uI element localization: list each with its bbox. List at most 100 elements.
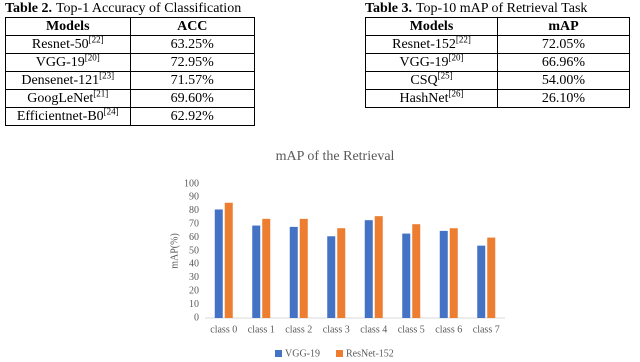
row: HashNet[26] 26.10%: [365, 87, 630, 108]
header-row: Models ACC: [5, 17, 255, 36]
reference: [25]: [437, 69, 453, 80]
bar: [289, 226, 298, 318]
value-cell: 66.96%: [497, 53, 630, 72]
legend-swatch: [336, 350, 343, 357]
bar: [299, 218, 308, 318]
bar: [477, 245, 486, 318]
value-cell: 62.92%: [129, 107, 255, 126]
chart-title: mAP of the Retrieval: [276, 149, 395, 164]
y-tick-label: 10: [189, 299, 199, 310]
bar: [439, 230, 448, 318]
bar: [252, 225, 261, 318]
y-axis-label: mAP(%): [169, 233, 180, 269]
header-cell: Models: [5, 17, 131, 36]
reference: [24]: [103, 105, 119, 116]
model-cell: VGG-19[20]: [365, 51, 498, 72]
bar: [402, 233, 411, 318]
legend-label: VGG-19: [285, 348, 320, 359]
row: CSQ[25] 54.00%: [365, 69, 630, 90]
caption-label: Table 3.: [365, 1, 412, 16]
row: Resnet-50[22] 63.25%: [5, 33, 255, 54]
header-row: Models mAP: [365, 17, 630, 36]
x-tick-label: class 4: [360, 324, 387, 335]
value-cell: 71.57%: [129, 71, 255, 90]
bar: [327, 236, 336, 318]
x-tick-label: class 6: [435, 324, 462, 335]
y-tick-label: 30: [189, 272, 199, 283]
bar: [487, 237, 496, 318]
row: VGG-19[20] 72.95%: [5, 51, 255, 72]
x-tick-label: class 7: [473, 324, 500, 335]
bar: [224, 202, 233, 318]
row: VGG-19[20] 66.96%: [365, 51, 630, 72]
model-name: HashNet: [399, 90, 449, 106]
table-2: Table 2. Top-1 Accuracy of Classification…: [5, 0, 255, 126]
y-tick-label: 50: [189, 245, 199, 256]
row: Resnet-152[22] 72.05%: [365, 34, 630, 54]
model-name: VGG-19: [399, 54, 449, 70]
model-name: Resnet-50: [31, 36, 89, 52]
reference: [22]: [88, 33, 104, 44]
legend-swatch: [275, 350, 282, 357]
bar: [214, 209, 223, 318]
value-cell: 63.25%: [129, 35, 255, 54]
model-cell: CSQ[25]: [365, 69, 498, 90]
table-3: Table 3. Top-10 mAP of Retrieval Task Mode…: [365, 0, 630, 108]
table: Models mAP Resnet-152[22] 72.05% VGG-19[20] 6…: [365, 17, 630, 108]
model-cell: Efficientnet-B0[24]: [5, 105, 131, 126]
header-cell: ACC: [129, 17, 255, 36]
value-cell: 72.05%: [497, 35, 630, 54]
caption-text: Top-1 Accuracy of Classification: [55, 1, 242, 16]
model-cell: HashNet[26]: [365, 87, 498, 108]
row: Efficientnet-B0[24] 62.92%: [5, 105, 255, 126]
model-cell: GoogLeNet[21]: [5, 87, 131, 108]
x-tick-label: class 3: [323, 324, 350, 335]
y-tick-label: 60: [189, 232, 199, 243]
caption-text: Top-10 mAP of Retrieval Task: [415, 1, 588, 16]
model-name: Resnet-152: [392, 36, 456, 52]
bar: [449, 228, 458, 318]
bar: [262, 218, 271, 318]
y-tick-label: 90: [189, 192, 199, 203]
model-cell: VGG-19[20]: [5, 51, 131, 72]
y-tick-label: 40: [189, 259, 199, 270]
x-tick-label: class 5: [398, 324, 425, 335]
bar: [337, 228, 346, 318]
reference: [26]: [448, 87, 464, 98]
y-tick-label: 0: [194, 312, 199, 323]
header-cell: Models: [365, 17, 498, 36]
value-cell: 26.10%: [497, 89, 630, 108]
y-tick-label: 100: [184, 178, 199, 189]
model-cell: Resnet-50[22]: [5, 33, 131, 54]
y-tick-label: 70: [189, 218, 199, 229]
model-name: VGG-19: [35, 54, 85, 70]
header-cell: mAP: [497, 17, 630, 36]
x-tick-label: class 1: [248, 324, 275, 335]
value-cell: 54.00%: [497, 71, 630, 90]
model-name: CSQ: [410, 72, 438, 88]
bar: [412, 224, 421, 318]
model-name: Densenet-121: [21, 72, 100, 88]
row: Densenet-121[23] 71.57%: [5, 69, 255, 90]
caption: Table 3. Top-10 mAP of Retrieval Task: [365, 0, 630, 17]
model-cell: Resnet-152[22]: [365, 34, 498, 54]
y-tick-label: 20: [189, 285, 199, 296]
model-name: GoogLeNet: [27, 90, 94, 106]
reference: [20]: [448, 51, 464, 62]
legend-label: ResNet-152: [346, 348, 394, 359]
bar: [374, 216, 383, 318]
x-tick-label: class 2: [285, 324, 312, 335]
value-cell: 69.60%: [129, 89, 255, 108]
bar: [364, 220, 373, 318]
caption-label: Table 2.: [5, 1, 52, 16]
row: GoogLeNet[21] 69.60%: [5, 87, 255, 108]
reference: [23]: [99, 69, 115, 80]
y-tick-label: 80: [189, 205, 199, 216]
reference: [21]: [93, 87, 109, 98]
model-name: Efficientnet-B0: [16, 108, 104, 124]
model-cell: Densenet-121[23]: [5, 69, 131, 90]
table: Models ACC Resnet-50[22] 63.25% VGG-19[20] 72…: [5, 17, 255, 126]
reference: [20]: [84, 51, 100, 62]
x-tick-label: class 0: [210, 324, 237, 335]
